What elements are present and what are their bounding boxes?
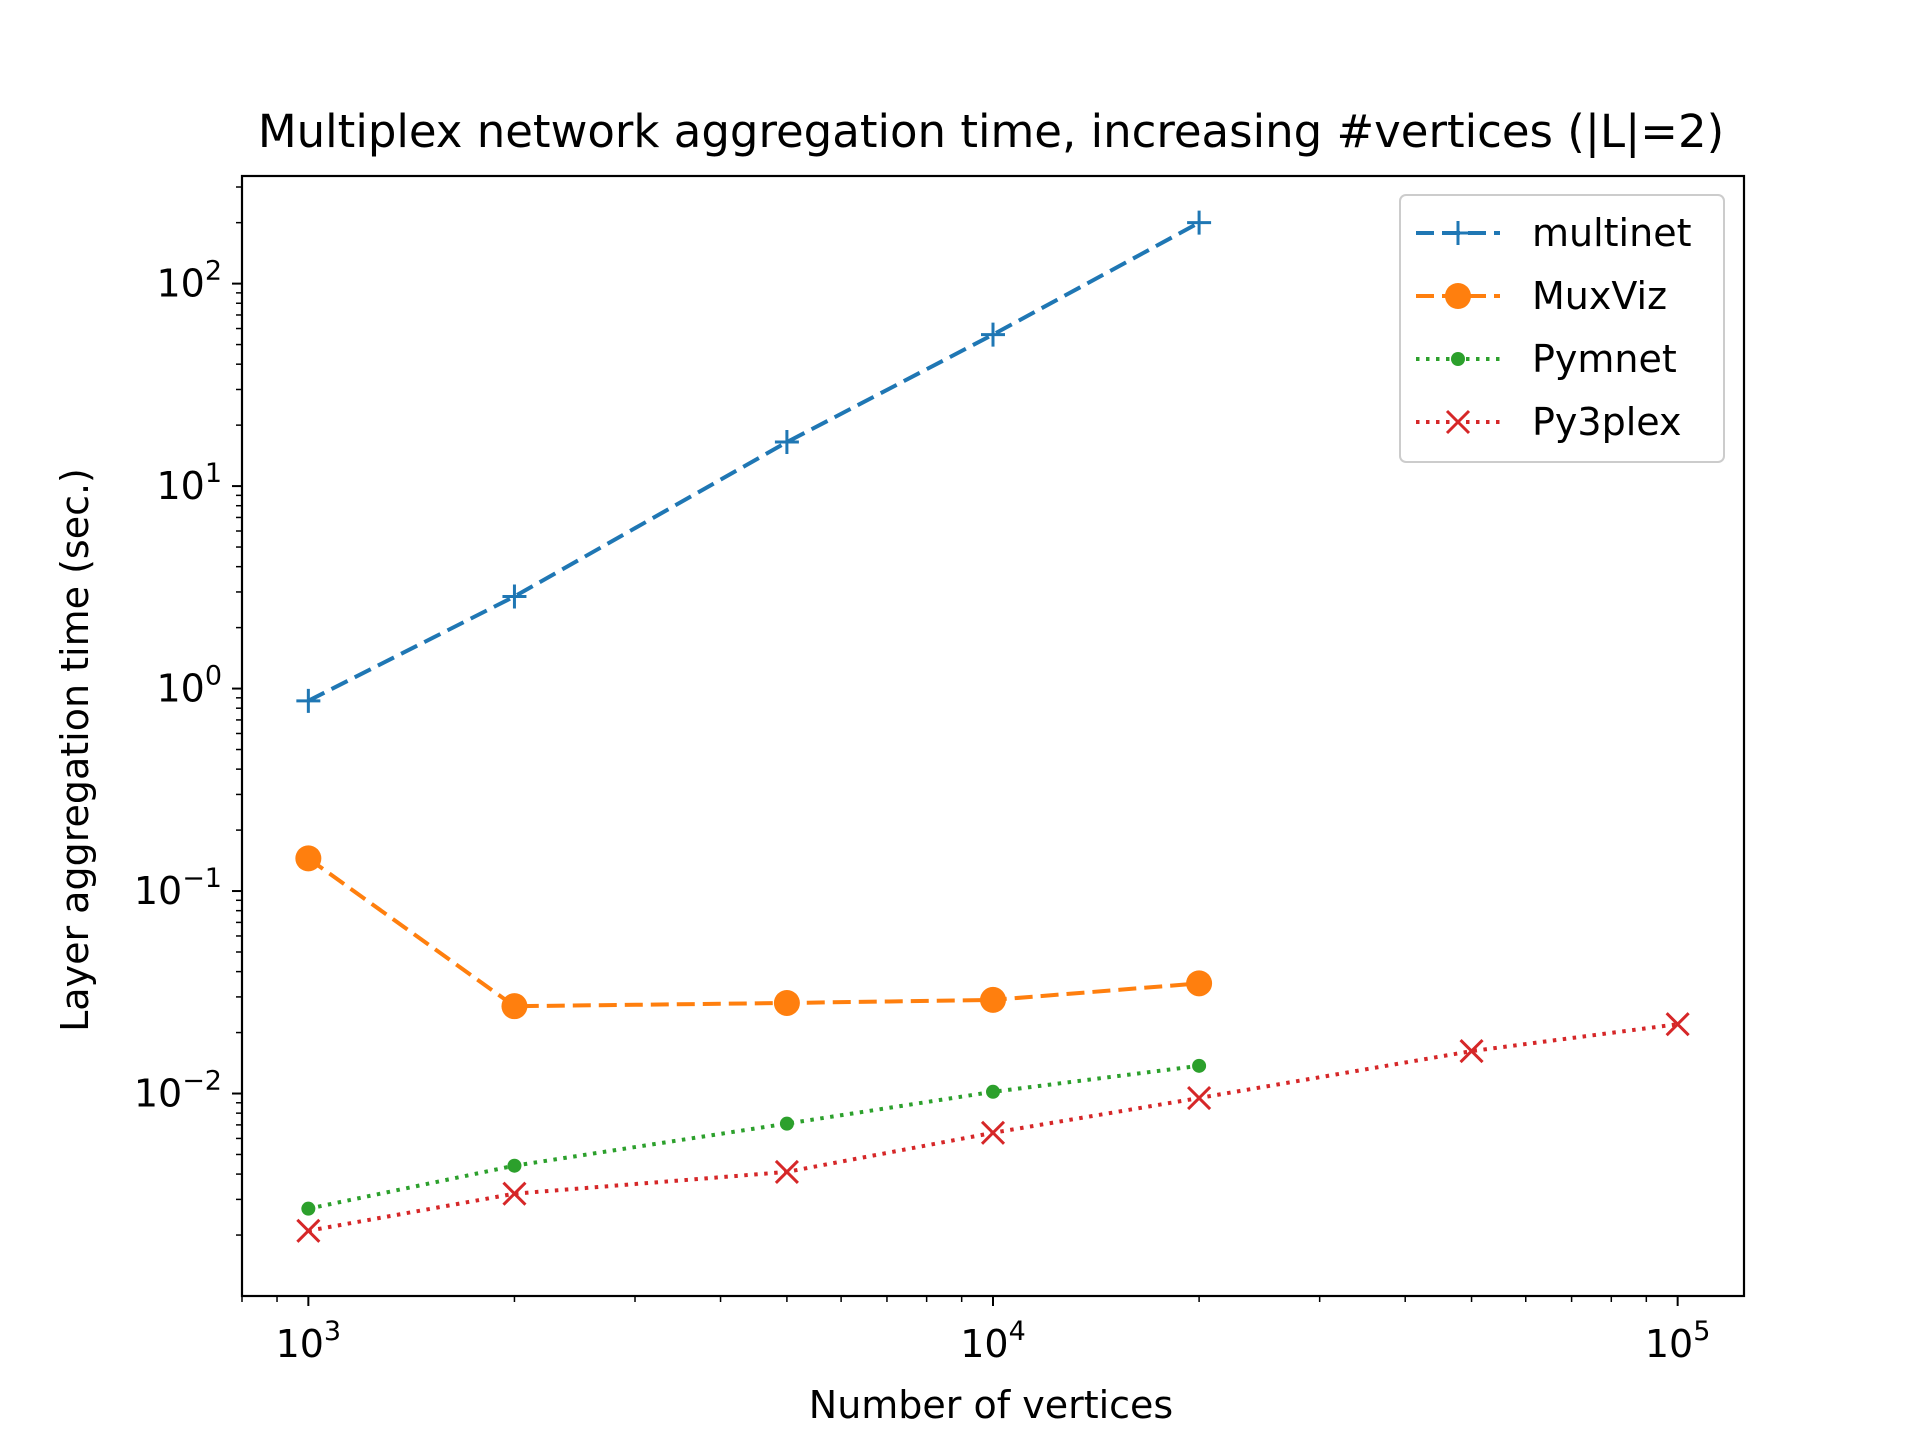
- data-point-muxviz: [980, 986, 1006, 1013]
- y-tick-mantissa: 10: [156, 464, 204, 508]
- legend-label-muxviz: MuxViz: [1532, 274, 1667, 318]
- y-tick-mantissa: 10: [134, 1072, 182, 1116]
- data-point-py3plex: [980, 1120, 1006, 1145]
- y-tick-label: 10−1: [134, 863, 222, 913]
- x-tick-label: 105: [1645, 1316, 1711, 1366]
- data-point-multinet: [502, 584, 527, 609]
- y-tick-exponent: 1: [205, 458, 222, 489]
- y-tick-mantissa: 10: [156, 667, 204, 711]
- data-point-py3plex: [1459, 1039, 1484, 1064]
- legend-item-multinet: multinet: [1416, 211, 1691, 255]
- data-point-py3plex: [502, 1181, 527, 1206]
- x-tick-label: 104: [960, 1316, 1026, 1366]
- x-tick-exponent: 4: [1009, 1316, 1026, 1347]
- legend-label-multinet: multinet: [1532, 211, 1691, 255]
- data-point-pymnet: [507, 1158, 522, 1173]
- y-tick-exponent: 0: [205, 661, 222, 692]
- chart-title: Multiplex network aggregation time, incr…: [258, 105, 1724, 158]
- data-point-pymnet: [986, 1084, 1000, 1099]
- data-point-muxviz: [773, 989, 800, 1016]
- x-tick-exponent: 3: [324, 1316, 341, 1347]
- series-pymnet: [301, 1058, 1207, 1216]
- data-point-py3plex: [774, 1159, 799, 1184]
- y-axis-label: Layer aggregation time (sec.): [53, 468, 97, 1032]
- series-line-pymnet: [307, 1063, 1200, 1211]
- y-tick-mantissa: 10: [156, 262, 204, 306]
- x-tick-label: 103: [276, 1316, 342, 1366]
- legend-marker-pymnet: [1451, 352, 1465, 366]
- series-py3plex: [296, 1012, 1690, 1243]
- x-tick-exponent: 5: [1693, 1316, 1710, 1347]
- series-layer: [295, 210, 1690, 1243]
- y-tick-mantissa: 10: [134, 869, 182, 913]
- legend-item-py3plex: Py3plex: [1416, 400, 1681, 444]
- data-point-py3plex: [1665, 1012, 1690, 1037]
- y-tick-exponent: −2: [182, 1066, 222, 1097]
- legend-label-pymnet: Pymnet: [1532, 337, 1677, 381]
- data-point-muxviz: [1186, 970, 1213, 997]
- data-point-py3plex: [296, 1218, 321, 1243]
- x-axis-label: Number of vertices: [809, 1383, 1173, 1427]
- data-point-multinet: [1187, 210, 1212, 235]
- data-point-pymnet: [301, 1201, 316, 1216]
- data-point-muxviz: [295, 845, 322, 872]
- y-tick-label: 101: [156, 458, 222, 508]
- legend-marker-muxviz: [1445, 283, 1471, 309]
- x-tick-mantissa: 10: [960, 1322, 1008, 1366]
- y-tick-label: 102: [156, 256, 222, 306]
- data-point-pymnet: [1192, 1058, 1207, 1073]
- y-tick-label: 10−2: [134, 1066, 222, 1116]
- y-tick-label: 100: [156, 661, 222, 711]
- x-axis: 103 104 105: [241, 1296, 1711, 1366]
- legend-item-pymnet: Pymnet: [1416, 337, 1677, 381]
- data-point-muxviz: [501, 993, 528, 1020]
- legend-label-py3plex: Py3plex: [1532, 400, 1681, 444]
- data-point-pymnet: [779, 1116, 794, 1131]
- legend: multinet MuxViz Pymnet Py3plex: [1399, 194, 1725, 463]
- data-point-multinet: [774, 430, 799, 455]
- legend-marker-multinet: [1446, 221, 1470, 245]
- data-point-py3plex: [1187, 1085, 1212, 1111]
- legend-marker-py3plex: [1445, 409, 1471, 435]
- data-point-multinet: [296, 688, 321, 713]
- data-point-multinet: [981, 322, 1005, 347]
- series-multinet: [296, 210, 1212, 713]
- x-tick-mantissa: 10: [1645, 1322, 1693, 1366]
- y-tick-exponent: 2: [205, 256, 222, 287]
- y-tick-exponent: −1: [182, 863, 222, 894]
- legend-box: [1399, 194, 1725, 463]
- x-tick-mantissa: 10: [276, 1322, 324, 1366]
- legend-item-muxviz: MuxViz: [1416, 274, 1667, 318]
- series-muxviz: [295, 845, 1213, 1020]
